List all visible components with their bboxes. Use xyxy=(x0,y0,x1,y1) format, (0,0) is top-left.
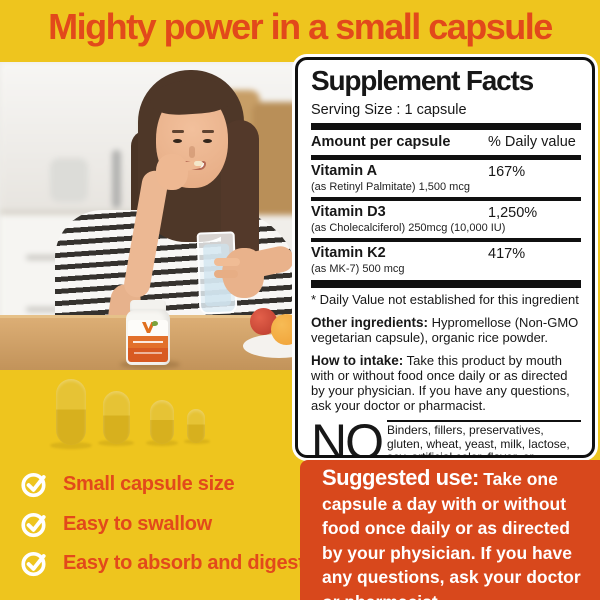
nutrient-dv: 417% xyxy=(488,245,526,262)
nutrient-dv: 167% xyxy=(488,163,526,180)
benefit-label: Small capsule size xyxy=(63,472,235,495)
capsule-shadow xyxy=(50,442,92,449)
daily-value-header: % Daily value xyxy=(488,133,576,150)
nutrient-detail: (as MK-7) 500 mcg xyxy=(311,262,405,275)
fingers xyxy=(214,258,240,266)
benefit-label: Easy to swallow xyxy=(63,512,212,535)
other-ingredients-text: Hypromellose (Non-GMO vegetarian capsule… xyxy=(311,314,579,345)
hand-with-capsule xyxy=(156,154,188,190)
nutrient-row: Vitamin A 167% (as Retinyl Palmitate) 1,… xyxy=(311,162,581,193)
eyebrow xyxy=(172,130,184,133)
divider xyxy=(311,196,581,201)
divider xyxy=(311,279,581,288)
faucet xyxy=(112,150,121,208)
divider xyxy=(311,122,581,130)
page-title: Mighty power in a small capsule xyxy=(48,6,553,47)
divider xyxy=(311,237,581,242)
other-ingredients: Other ingredients: Hypromellose (Non-GMO… xyxy=(311,315,581,345)
amount-header: Amount per capsule xyxy=(311,133,451,150)
bottle-cap xyxy=(130,300,166,312)
capsule-size-4 xyxy=(187,409,205,443)
eyebrow xyxy=(202,130,214,133)
checkmark-icon xyxy=(21,513,46,538)
other-ingredients-label: Other ingredients: xyxy=(311,314,429,330)
label-band xyxy=(128,348,168,362)
eye xyxy=(203,139,212,143)
how-to-intake: How to intake: Take this product by mout… xyxy=(311,353,581,413)
cutting-board xyxy=(252,102,298,220)
nutrient-row: Vitamin D3 1,250% (as Cholecalciferol) 2… xyxy=(311,203,581,234)
nose xyxy=(189,146,195,158)
capsule-size-2 xyxy=(103,391,130,444)
capsule-size-3 xyxy=(150,400,174,444)
nutrient-name: Vitamin K2 xyxy=(311,244,386,261)
supplement-facts-title: Supplement Facts xyxy=(311,65,534,96)
supplement-facts-panel: Supplement Facts Serving Size : 1 capsul… xyxy=(295,57,595,458)
nutrient-name: Vitamin A xyxy=(311,162,378,179)
nutrient-row: Vitamin K2 417% (as MK-7) 500 mcg xyxy=(311,244,581,275)
supplement-bottle xyxy=(126,300,170,365)
benefit-label: Easy to absorb and digest xyxy=(63,551,305,574)
leaf-icon xyxy=(152,321,158,326)
nutrient-detail: (as Cholecalciferol) 250mcg (10,000 IU) xyxy=(311,221,506,234)
serving-size: Serving Size : 1 capsule xyxy=(311,101,467,118)
bottle-label xyxy=(128,320,168,362)
benefit-item: Easy to absorb and digest xyxy=(20,549,305,577)
drawer-handle xyxy=(26,255,64,260)
no-additives-list: Binders, fillers, preservatives, gluten,… xyxy=(387,419,581,455)
suggested-use-text: Take one capsule a day with or without f… xyxy=(322,469,581,600)
fingers xyxy=(214,270,238,278)
nutrient-detail: (as Retinyl Palmitate) 1,500 mcg xyxy=(311,180,470,193)
checkmark-icon xyxy=(21,473,46,498)
how-to-intake-label: How to intake: xyxy=(311,352,404,368)
label-band xyxy=(128,336,168,348)
no-word: NO xyxy=(311,413,384,458)
benefit-item: Easy to swallow xyxy=(20,510,212,538)
benefit-item: Small capsule size xyxy=(20,470,235,498)
woman-taking-capsule-photo xyxy=(0,62,298,370)
nutrient-dv: 1,250% xyxy=(488,204,538,221)
daily-value-footnote: * Daily Value not established for this i… xyxy=(311,291,579,307)
facts-column-header: Amount per capsule % Daily value xyxy=(311,134,581,151)
drawer-handle xyxy=(26,307,64,312)
suggested-use-box: Suggested use: Take one capsule a day wi… xyxy=(300,460,600,600)
no-additives-callout: NO Binders, fillers, preservatives, glut… xyxy=(311,413,581,458)
kettle xyxy=(50,158,88,202)
how-to-intake-text: Take this product by mouth with or witho… xyxy=(311,352,570,413)
checkmark-icon xyxy=(21,552,46,577)
eye xyxy=(173,139,182,143)
capsule-in-hand xyxy=(194,161,203,166)
suggested-use-label: Suggested use: xyxy=(322,465,479,490)
divider xyxy=(311,154,581,160)
capsule-size-1 xyxy=(56,379,86,445)
nutrient-name: Vitamin D3 xyxy=(311,203,386,220)
